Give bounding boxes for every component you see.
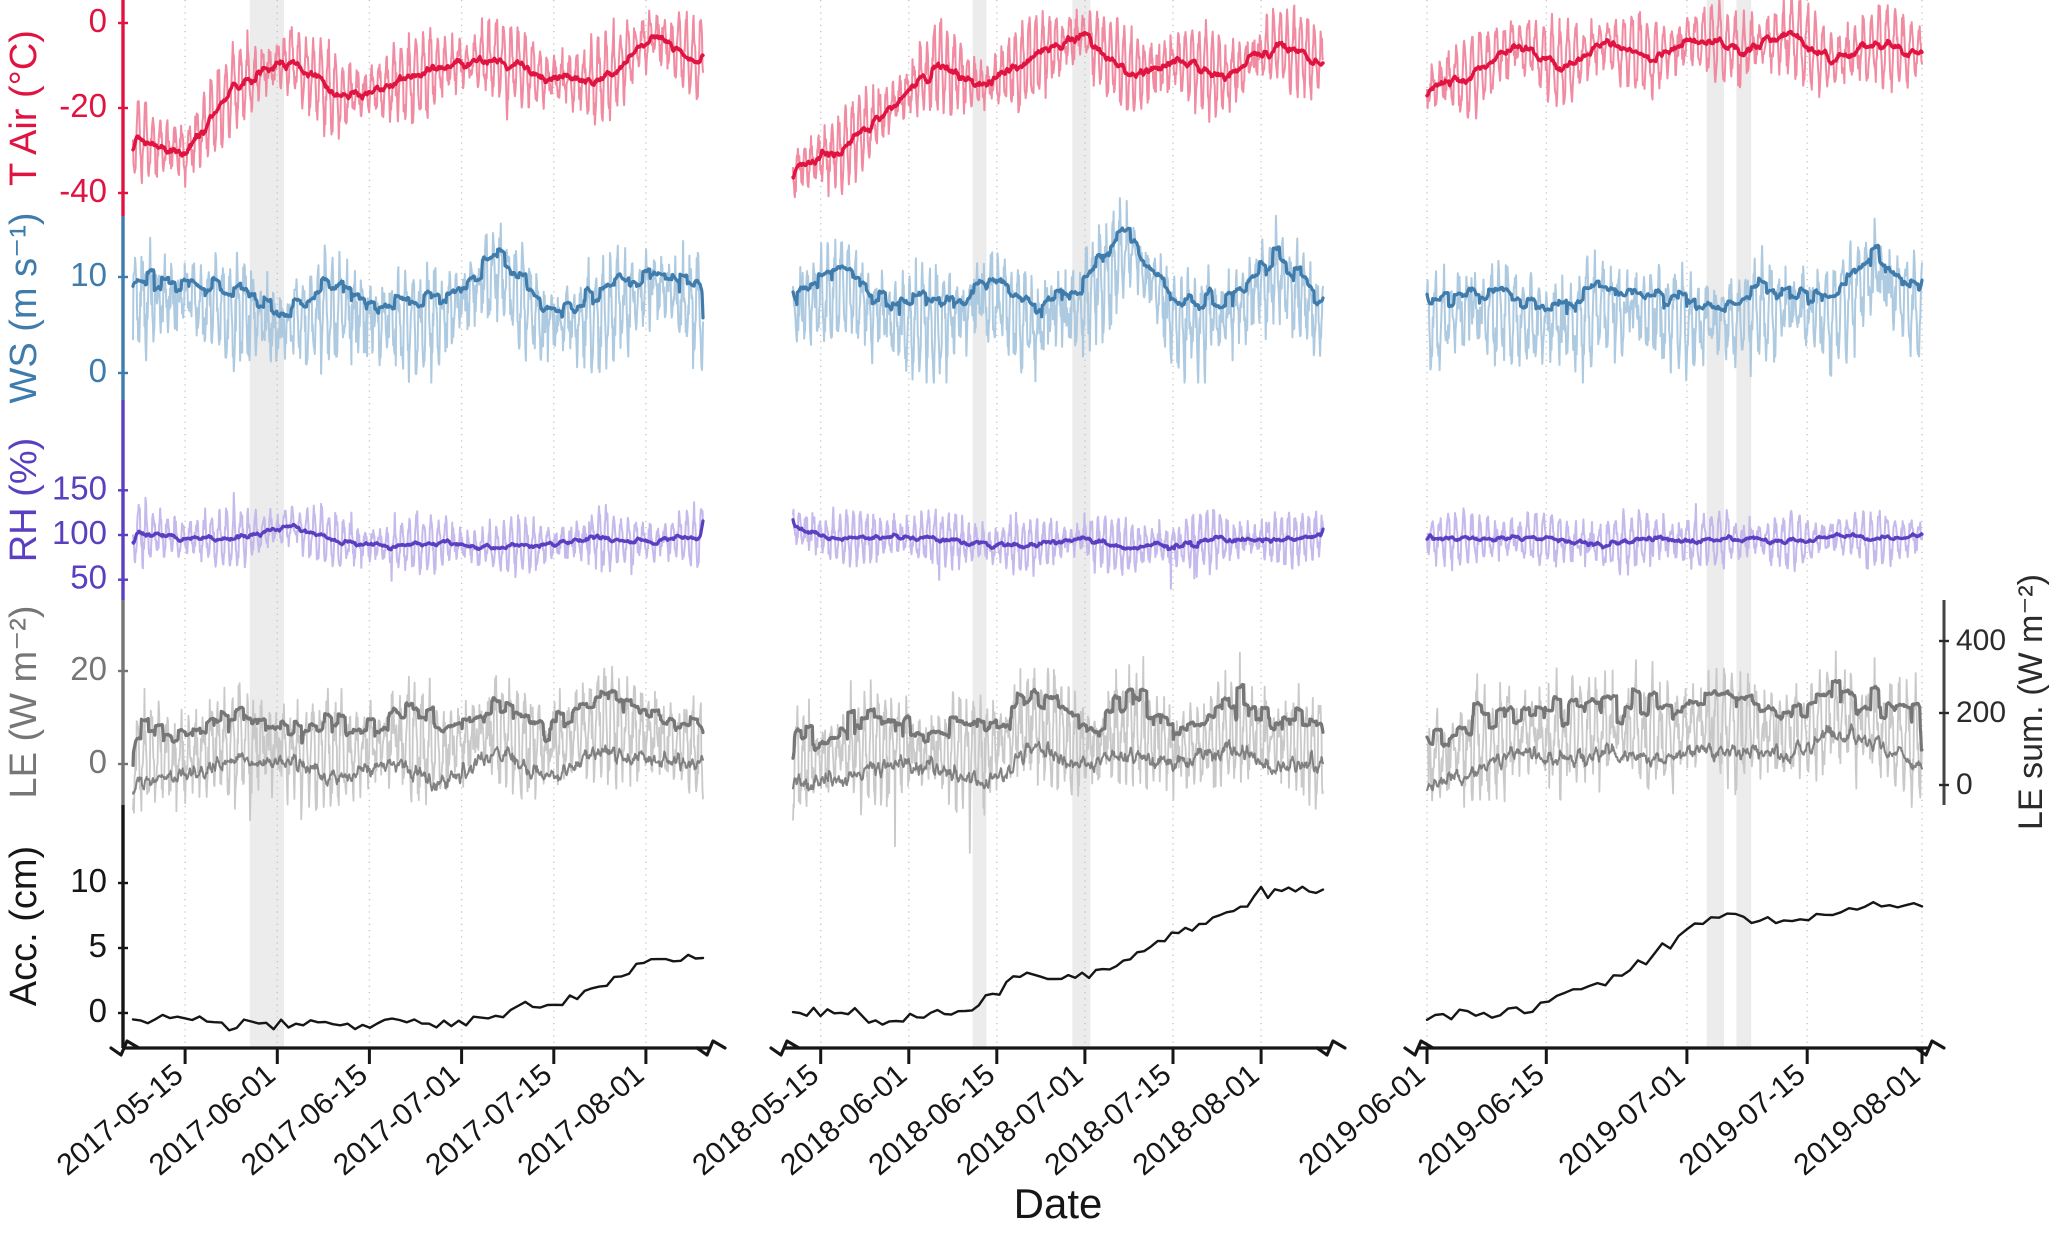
svg-text:0: 0 <box>89 352 107 389</box>
svg-text:RH (%): RH (%) <box>3 438 45 563</box>
svg-text:200: 200 <box>1956 696 2006 729</box>
svg-text:0: 0 <box>89 2 107 39</box>
svg-text:T Air (°C): T Air (°C) <box>3 30 45 186</box>
svg-text:-20: -20 <box>59 87 107 124</box>
svg-text:5: 5 <box>89 927 107 964</box>
svg-text:150: 150 <box>52 469 107 506</box>
svg-text:-40: -40 <box>59 172 107 209</box>
svg-text:Date: Date <box>1014 1180 1103 1227</box>
svg-text:50: 50 <box>70 559 107 596</box>
svg-text:0: 0 <box>89 743 107 780</box>
svg-text:10: 10 <box>70 862 107 899</box>
svg-text:10: 10 <box>70 256 107 293</box>
svg-text:100: 100 <box>52 514 107 551</box>
svg-text:0: 0 <box>89 992 107 1029</box>
svg-text:0: 0 <box>1956 768 1973 801</box>
svg-text:LE (W m⁻²): LE (W m⁻²) <box>3 605 45 798</box>
svg-text:400: 400 <box>1956 624 2006 657</box>
svg-text:Acc. (cm): Acc. (cm) <box>3 846 45 1006</box>
svg-text:20: 20 <box>70 650 107 687</box>
svg-text:LE sum. (W m⁻²): LE sum. (W m⁻²) <box>2012 574 2050 830</box>
svg-text:WS (m s⁻¹): WS (m s⁻¹) <box>3 212 45 403</box>
